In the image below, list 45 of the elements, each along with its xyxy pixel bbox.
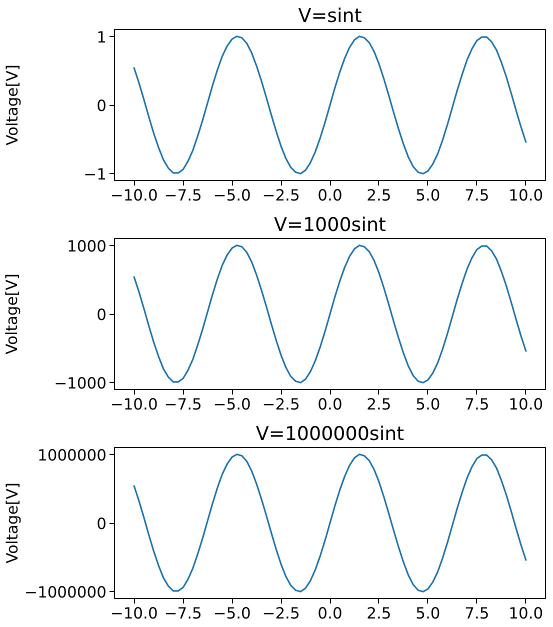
y-tick-label: −1000	[54, 374, 107, 393]
x-tick-label: 0.0	[318, 186, 342, 204]
x-tick-label: 0.0	[318, 604, 342, 622]
y-tick-label: 0	[96, 306, 107, 324]
x-tick-label: −10.0	[110, 186, 158, 204]
x-tick-label: 2.5	[366, 186, 392, 204]
x-tick-label: −7.5	[164, 604, 202, 622]
x-tick-label: 7.5	[464, 396, 490, 414]
x-tick-label: −7.5	[164, 396, 202, 414]
x-tick-label: 0.0	[318, 396, 342, 414]
x-tick-label: −2.5	[262, 604, 300, 622]
y-tick-label: 1	[96, 28, 107, 46]
line-series	[133, 36, 527, 174]
y-tick-label: 0	[96, 97, 107, 115]
x-tick-label: −10.0	[110, 604, 158, 622]
x-tick-label: 5.0	[416, 396, 440, 414]
y-axis-title: Voltage[V]	[4, 64, 22, 146]
x-tick-label: −7.5	[164, 186, 202, 204]
y-tick-label: −1	[84, 166, 107, 184]
x-tick-label: −5.0	[213, 604, 251, 622]
x-tick-label: 2.5	[366, 604, 392, 622]
x-tick-label: 5.0	[416, 186, 440, 204]
x-tick-label: −2.5	[262, 396, 300, 414]
x-tick-label: −5.0	[213, 396, 251, 414]
x-tick-label: 5.0	[416, 604, 440, 622]
x-tick-label: 2.5	[366, 396, 392, 414]
y-tick-label: −1000000	[24, 584, 107, 602]
y-tick-label: 1000000	[37, 446, 106, 464]
line-series	[133, 244, 527, 384]
x-tick-label: 10.0	[508, 396, 544, 414]
x-tick-label: 10.0	[508, 604, 544, 622]
y-axis-title: Voltage[V]	[3, 274, 22, 354]
y-tick-label: 0	[96, 515, 107, 533]
x-tick-label: −2.5	[262, 186, 300, 204]
x-tick-label: −10.0	[110, 396, 158, 414]
x-tick-label: 10.0	[508, 186, 544, 204]
line-series	[133, 454, 527, 592]
x-tick-label: 7.5	[464, 186, 490, 204]
x-tick-label: −5.0	[213, 186, 251, 204]
chart-title: V=1000000sint	[256, 423, 404, 445]
y-axis-title: Voltage[V]	[3, 482, 22, 564]
chart-title: V=sint	[298, 5, 362, 27]
chart-title: V=1000sint	[274, 214, 386, 236]
y-tick-label: 1000	[67, 237, 107, 256]
x-tick-label: 7.5	[464, 604, 490, 622]
